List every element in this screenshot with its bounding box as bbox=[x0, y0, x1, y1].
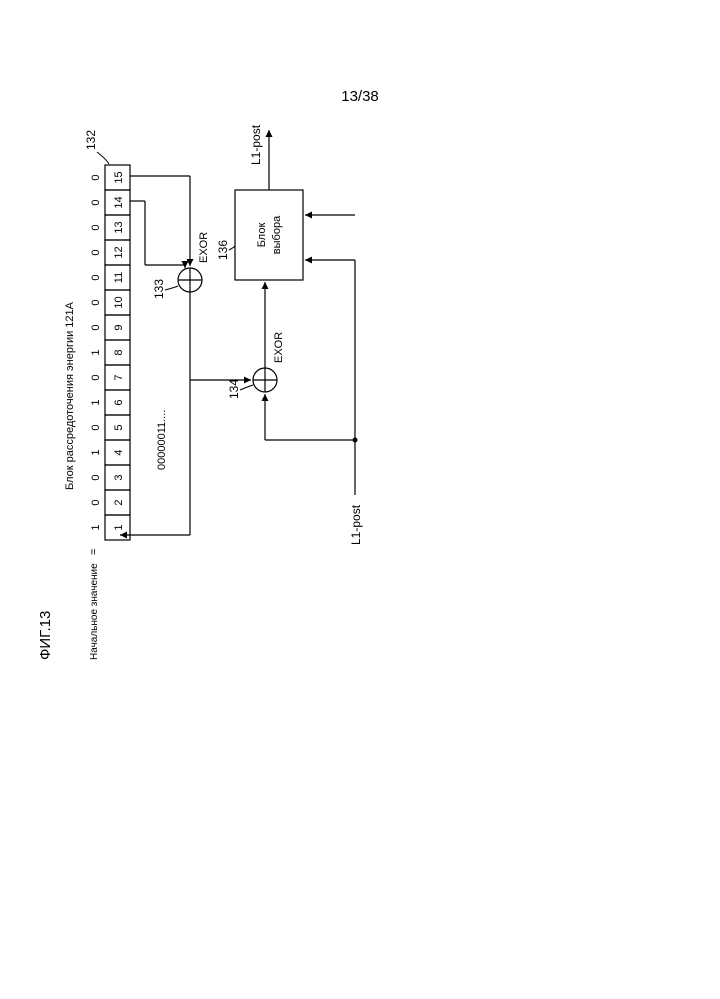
exor-134-label: EXOR bbox=[273, 332, 285, 363]
register-index: 14 bbox=[113, 196, 125, 208]
register-index: 15 bbox=[113, 171, 125, 183]
register-bit: 0 bbox=[90, 424, 102, 430]
register-index: 1 bbox=[113, 524, 125, 530]
register-index: 8 bbox=[113, 349, 125, 355]
register-index: 9 bbox=[113, 324, 125, 330]
diagram-container: ФИГ.13 Блок рассредоточения энергии 121A… bbox=[35, 320, 595, 660]
register-index: 4 bbox=[113, 449, 125, 455]
register-bit: 0 bbox=[90, 324, 102, 330]
initial-value-label: Начальное значение bbox=[89, 563, 100, 660]
input-signal-label: L1-post bbox=[349, 504, 363, 545]
register-bit: 0 bbox=[90, 174, 102, 180]
ref-133: 133 bbox=[152, 279, 166, 299]
block-title: Блок рассредоточения энергии 121A bbox=[64, 301, 76, 490]
register-index: 5 bbox=[113, 424, 125, 430]
register-bit: 0 bbox=[90, 374, 102, 380]
xor-133: EXOR bbox=[178, 232, 210, 292]
register-index: 11 bbox=[113, 272, 125, 283]
circuit-diagram: ФИГ.13 Блок рассредоточения энергии 121A… bbox=[35, 100, 375, 660]
ref-134: 134 bbox=[227, 379, 241, 399]
ref-132: 132 bbox=[84, 130, 98, 150]
register-bit: 0 bbox=[90, 199, 102, 205]
register-bit: 1 bbox=[90, 449, 102, 455]
register-bit-values: 1 0 0 1 0 1 0 1 0 0 0 0 0 0 0 bbox=[90, 174, 102, 530]
register-bit: 0 bbox=[90, 274, 102, 280]
register-bit: 0 bbox=[90, 299, 102, 305]
register-bit: 1 bbox=[90, 349, 102, 355]
exor-133-label: EXOR bbox=[198, 232, 210, 263]
register-bit: 0 bbox=[90, 499, 102, 505]
shift-register: 123456789101112131415 bbox=[105, 165, 130, 540]
register-index: 12 bbox=[113, 246, 125, 258]
register-index: 7 bbox=[113, 374, 125, 380]
xor-134: EXOR bbox=[253, 332, 285, 392]
register-bit: 1 bbox=[90, 399, 102, 405]
register-index: 6 bbox=[113, 399, 125, 405]
selector-label-1: Блок bbox=[256, 223, 268, 248]
figure-label: ФИГ.13 bbox=[37, 611, 54, 660]
ref-136: 136 bbox=[216, 240, 230, 260]
register-index: 2 bbox=[113, 499, 125, 505]
register-index: 3 bbox=[113, 474, 125, 480]
register-index: 10 bbox=[113, 296, 125, 308]
register-bit: 0 bbox=[90, 224, 102, 230]
register-bit: 0 bbox=[90, 474, 102, 480]
equals-sign: = bbox=[88, 549, 100, 555]
register-bit: 1 bbox=[90, 524, 102, 530]
selector-label-2: выбора bbox=[271, 215, 283, 254]
selector-block bbox=[235, 190, 303, 280]
register-index: 13 bbox=[113, 221, 125, 233]
register-bit: 0 bbox=[90, 249, 102, 255]
output-signal-label: L1-post bbox=[249, 124, 263, 165]
prbs-output: 00000011.... bbox=[156, 410, 168, 470]
